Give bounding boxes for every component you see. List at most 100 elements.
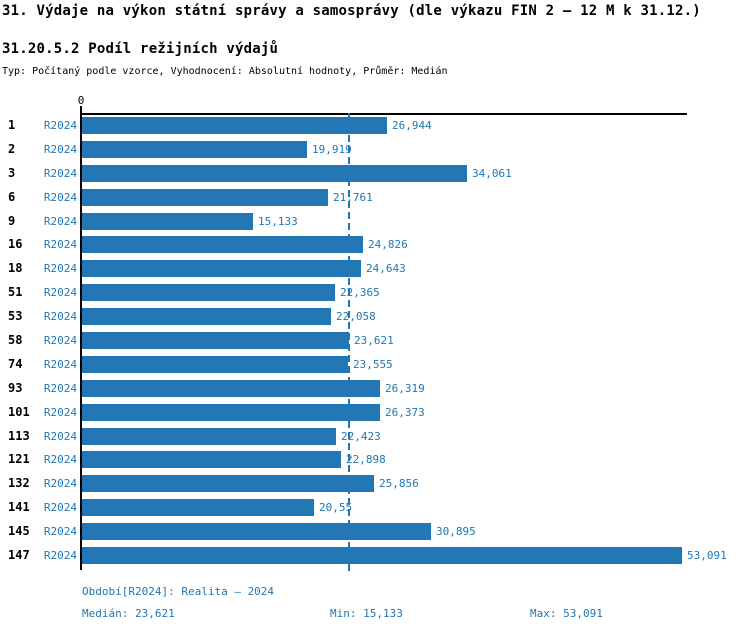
- chart-rows: 1 R2024 26,944 2 R2024 19,919 3 R2024 34,061 6 R20…: [0, 114, 750, 568]
- value-bar: [82, 188, 328, 206]
- row-category-label: 101: [8, 404, 30, 419]
- value-bar: [82, 499, 314, 517]
- row-category-label: 147: [8, 548, 30, 563]
- value-bar: [82, 451, 341, 469]
- row-category-label: 93: [8, 380, 23, 395]
- indicator-title: 31.20.5.2 Podíl režijních výdajů: [2, 41, 279, 57]
- row-period-label: R2024: [43, 286, 77, 300]
- bar-value-label: 30,895: [436, 525, 476, 539]
- chart-row: 16 R2024 24,826: [0, 233, 750, 257]
- bar-value-label: 22,058: [336, 310, 376, 324]
- row-period-label: R2024: [43, 429, 77, 443]
- row-category-label: 6: [8, 189, 16, 204]
- chart-row: 121 R2024 22,898: [0, 448, 750, 472]
- bar-value-label: 25,856: [379, 477, 419, 491]
- chart-row: 1 R2024 26,944: [0, 114, 750, 138]
- row-period-label: R2024: [43, 525, 77, 539]
- row-category-label: 3: [8, 165, 16, 180]
- row-period-label: R2024: [43, 166, 77, 180]
- row-period-label: R2024: [43, 119, 77, 132]
- bar-value-label: 26,373: [385, 405, 425, 419]
- value-bar: [82, 236, 363, 254]
- bar-value-label: 20,55: [319, 501, 353, 515]
- x-axis-zero-tick: [80, 106, 82, 113]
- row-category-label: 9: [8, 213, 16, 228]
- row-category-label: 113: [8, 428, 30, 443]
- row-category-label: 58: [8, 333, 23, 348]
- value-bar: [82, 308, 331, 326]
- row-period-label: R2024: [43, 238, 77, 252]
- row-category-label: 2: [8, 141, 16, 156]
- bar-value-label: 23,621: [354, 334, 394, 348]
- bar-value-label: 22,898: [346, 453, 386, 467]
- row-period-label: R2024: [43, 310, 77, 324]
- chart-row: 141 R2024 20,55: [0, 496, 750, 520]
- row-period-label: R2024: [43, 214, 77, 228]
- x-axis-zero-label: 0: [77, 94, 85, 107]
- chart-row: 51 R2024 22,365: [0, 281, 750, 305]
- row-category-label: 53: [8, 309, 23, 324]
- chart-row: 53 R2024 22,058: [0, 305, 750, 329]
- value-bar: [82, 355, 348, 373]
- chart-row: 2 R2024 19,919: [0, 138, 750, 162]
- row-period-label: R2024: [43, 477, 77, 491]
- bar-value-label: 15,133: [258, 214, 298, 228]
- value-bar: [82, 403, 380, 421]
- row-category-label: 1: [8, 118, 16, 132]
- bar-value-label: 24,826: [368, 238, 408, 252]
- row-category-label: 16: [8, 237, 23, 252]
- bar-value-label: 21,761: [333, 190, 373, 204]
- value-bar: [82, 475, 374, 493]
- indicator-meta: Typ: Počítaný podle vzorce, Vyhodnocení:…: [2, 66, 448, 77]
- bar-value-label: 24,643: [366, 262, 406, 276]
- row-category-label: 74: [8, 356, 23, 371]
- row-period-label: R2024: [43, 262, 77, 276]
- period-legend: Období[R2024]: Realita – 2024: [82, 585, 275, 598]
- value-bar: [82, 523, 431, 541]
- bar-value-label: 22,365: [340, 286, 380, 300]
- row-category-label: 18: [8, 261, 23, 276]
- chart-row: 6 R2024 21,761: [0, 186, 750, 210]
- value-bar: [82, 379, 380, 397]
- value-bar: [82, 547, 682, 565]
- value-bar: [82, 212, 253, 230]
- row-category-label: 145: [8, 524, 30, 539]
- row-period-label: R2024: [43, 405, 77, 419]
- chart-row: 132 R2024 25,856: [0, 472, 750, 496]
- value-bar: [82, 164, 467, 182]
- chart-row: 74 R2024 23,555: [0, 353, 750, 377]
- row-period-label: R2024: [43, 334, 77, 348]
- chart-row: 93 R2024 26,319: [0, 377, 750, 401]
- x-axis-line: [81, 113, 687, 115]
- row-period-label: R2024: [43, 190, 77, 204]
- row-category-label: 132: [8, 476, 30, 491]
- bar-value-label: 19,919: [312, 142, 352, 156]
- bar-value-label: 23,555: [353, 357, 393, 371]
- row-period-label: R2024: [43, 549, 77, 563]
- chart-row: 145 R2024 30,895: [0, 520, 750, 544]
- value-bar: [82, 332, 349, 350]
- max-stat: Max: 53,091: [530, 607, 603, 620]
- median-stat: Medián: 23,621: [82, 607, 175, 620]
- bar-value-label: 26,944: [392, 119, 432, 132]
- bar-value-label: 53,091: [687, 549, 727, 563]
- value-bar: [82, 260, 361, 278]
- chart-row: 113 R2024 22,423: [0, 425, 750, 449]
- chart-row: 18 R2024 24,643: [0, 257, 750, 281]
- bar-value-label: 26,319: [385, 381, 425, 395]
- min-stat: Min: 15,133: [330, 607, 403, 620]
- chart-row: 58 R2024 23,621: [0, 329, 750, 353]
- row-period-label: R2024: [43, 142, 77, 156]
- row-category-label: 51: [8, 285, 23, 300]
- chart-row: 3 R2024 34,061: [0, 162, 750, 186]
- chart-row: 9 R2024 15,133: [0, 210, 750, 234]
- chart-row: 101 R2024 26,373: [0, 401, 750, 425]
- bar-value-label: 34,061: [472, 166, 512, 180]
- row-period-label: R2024: [43, 501, 77, 515]
- value-bar: [82, 140, 307, 158]
- y-axis-line: [80, 113, 82, 570]
- chart-row: 147 R2024 53,091: [0, 544, 750, 568]
- value-bar: [82, 427, 336, 445]
- value-bar: [82, 284, 335, 302]
